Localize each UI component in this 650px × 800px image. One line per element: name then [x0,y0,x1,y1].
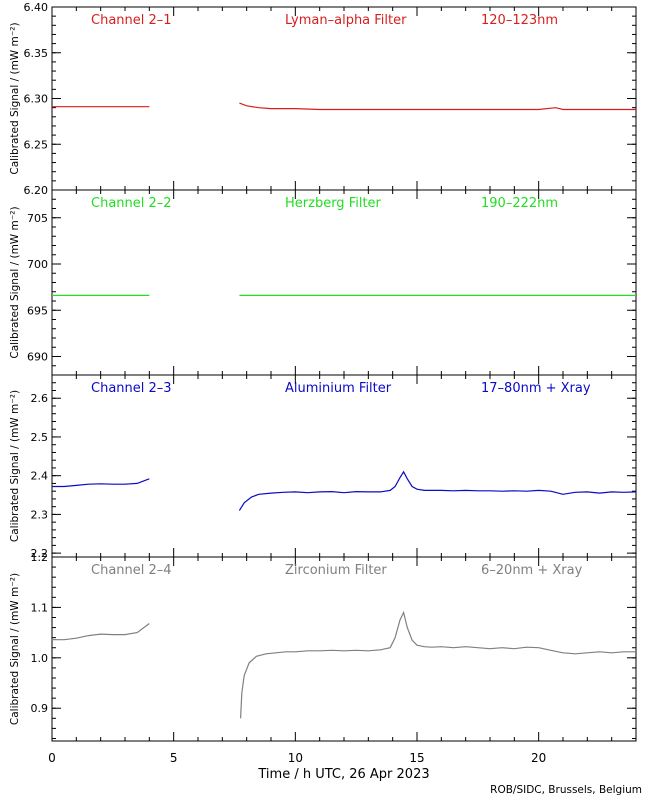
y-tick-label: 6.30 [24,93,49,106]
x-tick-label: 10 [288,751,303,765]
y-tick-label: 0.9 [31,702,49,715]
y-tick-label: 2.6 [31,392,49,405]
series-line [240,610,636,719]
series-line [239,102,636,111]
panel-frame [51,189,637,376]
series-line [52,478,150,488]
channel-label: Channel 2–4 [91,563,172,578]
channel-label: Channel 2–2 [91,196,172,211]
band-label: 17–80nm + Xray [481,381,591,396]
filter-label: Zirconium Filter [285,563,387,578]
y-tick-label: 2.3 [31,508,49,521]
y-tick-label: 690 [27,351,48,364]
y-tick-label: 2.5 [31,431,49,444]
y-tick-label: 1.2 [31,551,49,564]
x-tick-label: 0 [48,751,56,765]
y-tick-label: 1.0 [31,652,49,665]
filter-label: Lyman–alpha Filter [285,13,407,28]
y-axis-label: Calibrated Signal / (mW m⁻²) [9,390,21,542]
y-tick-label: 6.25 [24,138,49,151]
panel-frame [51,6,637,191]
band-label: 190–222nm [481,196,558,211]
panel-4: 0.9 1.0 1.1 1.2 Calibrated Signal / (mW m⁻²)… [9,551,637,742]
panel-3: 2.2 2.3 2.4 2.5 2.6 Calibrated Signal / (mW m… [9,374,637,560]
channel-label: Channel 2–3 [91,381,172,396]
y-tick-label: 2.4 [31,470,49,483]
y-tick-label: 6.20 [24,184,49,197]
channel-label: Channel 2–1 [91,13,172,28]
y-tick-label: 1.1 [31,601,49,614]
band-label: 120–123nm [481,13,558,28]
filter-label: Herzberg Filter [285,196,382,211]
band-label: 6–20nm + Xray [481,563,583,578]
y-tick-label: 2.2 [31,547,49,560]
y-axis-label: Calibrated Signal / (mW m⁻²) [9,206,21,358]
series-line [52,623,150,641]
y-tick-label: 6.35 [24,47,49,60]
y-axis-label: Calibrated Signal / (mW m⁻²) [9,573,21,725]
y-tick-label: 700 [27,258,48,271]
y-axis-label: Calibrated Signal / (mW m⁻²) [9,22,21,174]
y-tick-label: 705 [27,212,48,225]
x-tick-label: 15 [409,751,424,765]
x-tick-label: 5 [170,751,178,765]
filter-label: Aluminium Filter [285,381,392,396]
credit-text: ROB/SIDC, Brussels, Belgium [490,784,642,796]
y-tick-label: 6.40 [24,1,49,14]
panel-2: 690 695 700 705 Calibrated Signal / (mW m⁻²)… [9,189,637,376]
series-line [238,470,637,511]
x-axis-label: Time / h UTC, 26 Apr 2023 [257,767,429,782]
panel-frame [51,374,637,558]
panel-frame [51,556,637,742]
x-tick-label: 20 [531,751,546,765]
y-tick-label: 695 [27,304,48,317]
